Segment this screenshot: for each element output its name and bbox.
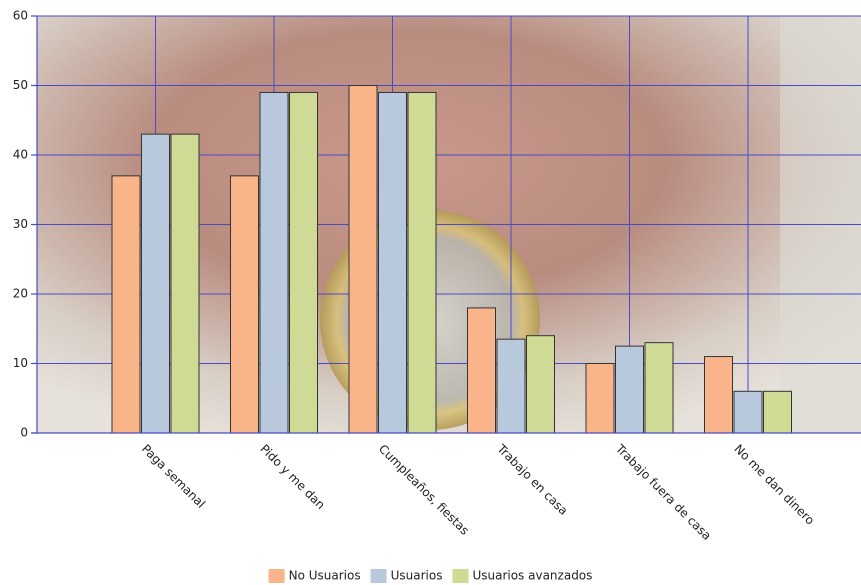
bar [526,335,555,434]
y-tick-label: 50 [13,78,28,92]
bar [111,175,141,434]
bar [704,356,733,434]
legend-swatch [452,569,469,583]
y-tick-label: 10 [13,356,28,370]
lower-area [0,433,861,585]
legend-swatch [268,569,285,583]
bar [170,133,200,434]
bar [467,307,496,434]
bar [644,342,674,434]
bar [763,390,792,434]
bar [407,91,437,434]
legend-swatch [370,569,387,583]
y-tick-label: 0 [20,426,28,440]
bar [230,175,259,434]
y-tick-label: 60 [13,9,28,23]
y-tick-label: 20 [13,287,28,301]
bar [259,91,289,434]
legend-label: Usuarios avanzados [472,569,592,583]
bar [496,338,526,434]
bar [585,363,615,434]
bar [615,345,644,434]
legend-label: No Usuarios [289,569,361,583]
bar [289,91,318,434]
bar [141,133,170,434]
bar [378,91,407,434]
legend-label: Usuarios [391,569,443,583]
legend: No Usuarios Usuarios Usuarios avanzados [268,569,592,583]
y-tick-label: 40 [13,148,28,162]
bar [348,85,378,434]
y-tick-label: 30 [13,217,28,231]
bar [733,390,763,434]
